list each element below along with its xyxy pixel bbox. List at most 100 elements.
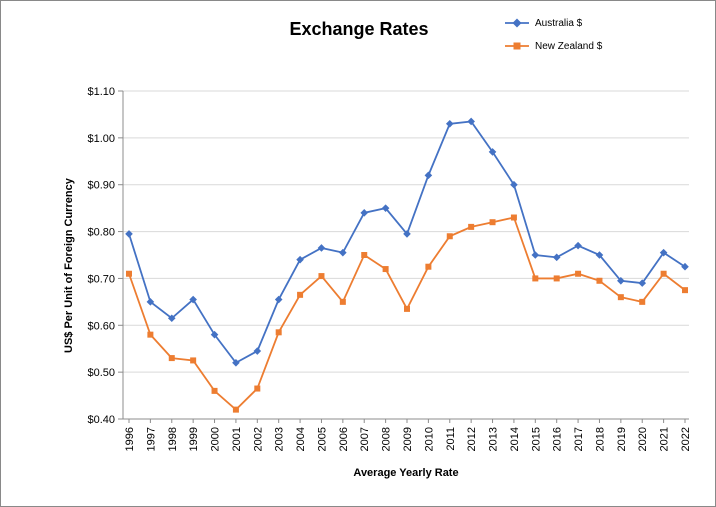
chart-title: Exchange Rates bbox=[289, 19, 429, 39]
data-point-marker bbox=[425, 263, 432, 270]
data-point-marker bbox=[232, 406, 239, 413]
data-point-marker bbox=[382, 266, 389, 273]
y-tick-label: $0.80 bbox=[87, 227, 115, 239]
x-tick-label: 2006 bbox=[338, 427, 350, 451]
data-point-marker bbox=[254, 385, 261, 392]
data-point-marker bbox=[296, 255, 304, 264]
data-point-marker bbox=[424, 171, 433, 180]
data-point-marker bbox=[274, 295, 283, 304]
legend-line-square-icon bbox=[505, 42, 529, 50]
data-point-marker bbox=[488, 148, 497, 156]
y-tick-label: $0.60 bbox=[87, 320, 115, 332]
x-tick-label: 2007 bbox=[359, 427, 371, 451]
x-tick-label: 2001 bbox=[231, 427, 243, 451]
data-point-marker bbox=[660, 270, 667, 277]
x-tick-label: 2010 bbox=[423, 427, 435, 451]
data-point-marker bbox=[126, 270, 132, 277]
x-tick-label: 2018 bbox=[594, 427, 606, 451]
legend-item-new-zealand: New Zealand $ bbox=[504, 36, 602, 56]
data-point-marker bbox=[210, 330, 219, 339]
x-tick-label: 2017 bbox=[573, 427, 585, 451]
data-point-marker bbox=[211, 387, 218, 394]
x-tick-label: 1998 bbox=[167, 427, 179, 451]
data-point-marker bbox=[361, 252, 368, 258]
data-point-marker bbox=[489, 219, 496, 226]
data-point-marker bbox=[381, 204, 390, 212]
y-tick-label: $1.10 bbox=[87, 86, 115, 98]
data-point-marker bbox=[596, 277, 603, 284]
legend-line-diamond-icon bbox=[505, 18, 529, 28]
data-point-marker bbox=[682, 287, 688, 294]
x-tick-label: 2000 bbox=[210, 427, 222, 451]
data-point-marker bbox=[531, 251, 540, 259]
y-tick-label: $0.90 bbox=[87, 180, 115, 192]
data-point-marker bbox=[659, 248, 668, 257]
data-point-marker bbox=[147, 331, 154, 338]
x-tick-label: 2003 bbox=[274, 427, 286, 451]
data-point-marker bbox=[574, 241, 582, 250]
data-point-marker bbox=[190, 357, 197, 364]
data-point-marker bbox=[404, 305, 410, 312]
x-tick-label: 2020 bbox=[637, 427, 649, 451]
x-tick-label: 2022 bbox=[680, 427, 692, 451]
y-tick-label: $0.70 bbox=[87, 273, 115, 285]
x-tick-label: 2011 bbox=[445, 427, 457, 451]
x-tick-label: 2002 bbox=[252, 427, 264, 451]
data-point-marker bbox=[532, 275, 539, 282]
legend-label-australia: Australia $ bbox=[535, 17, 583, 29]
x-tick-label: 2012 bbox=[466, 427, 478, 451]
data-point-marker bbox=[275, 329, 282, 336]
legend-label-new-zealand: New Zealand $ bbox=[535, 40, 603, 52]
data-point-marker bbox=[510, 214, 517, 221]
data-point-marker bbox=[575, 270, 582, 277]
data-point-marker bbox=[639, 298, 646, 305]
data-point-marker bbox=[339, 298, 346, 305]
data-point-marker bbox=[189, 295, 197, 304]
data-point-marker bbox=[318, 273, 325, 280]
data-point-marker bbox=[232, 358, 240, 367]
x-axis-title: Average Yearly Rate bbox=[353, 467, 459, 479]
y-tick-label: $0.50 bbox=[87, 367, 115, 379]
data-point-marker bbox=[552, 253, 561, 262]
y-tick-label: $0.40 bbox=[87, 414, 115, 426]
x-tick-label: 2015 bbox=[530, 427, 542, 451]
data-point-marker bbox=[617, 276, 625, 285]
x-tick-label: 2019 bbox=[616, 427, 628, 451]
x-tick-label: 1997 bbox=[145, 427, 157, 451]
y-tick-label: $1.00 bbox=[87, 133, 115, 145]
legend: Australia $ New Zealand $ bbox=[504, 13, 602, 56]
x-tick-label: 2009 bbox=[402, 427, 414, 451]
x-tick-label: 2008 bbox=[381, 427, 393, 451]
data-point-marker bbox=[595, 251, 604, 259]
data-point-marker bbox=[510, 180, 518, 189]
data-point-marker bbox=[446, 233, 453, 240]
data-point-marker bbox=[638, 279, 647, 287]
data-point-marker bbox=[253, 347, 262, 355]
data-point-marker bbox=[681, 262, 689, 271]
x-tick-label: 1996 bbox=[124, 427, 136, 451]
x-tick-label: 1999 bbox=[188, 427, 200, 451]
y-axis-title: US$ Per Unit of Foreign Currency bbox=[63, 178, 75, 353]
x-tick-label: 2004 bbox=[295, 427, 307, 451]
data-point-marker bbox=[467, 117, 475, 126]
series-line bbox=[128, 120, 686, 364]
x-tick-label: 2013 bbox=[488, 427, 500, 451]
x-tick-label: 2016 bbox=[552, 427, 564, 451]
x-tick-label: 2014 bbox=[509, 427, 521, 451]
legend-item-australia: Australia $ bbox=[504, 13, 602, 33]
data-point-marker bbox=[297, 291, 304, 298]
data-point-marker bbox=[339, 248, 347, 257]
x-tick-label: 2005 bbox=[316, 427, 328, 451]
data-point-marker bbox=[403, 230, 411, 238]
data-point-marker bbox=[167, 314, 176, 323]
series-line bbox=[128, 216, 686, 411]
data-point-marker bbox=[146, 298, 155, 306]
data-point-marker bbox=[617, 294, 624, 301]
data-point-marker bbox=[360, 209, 369, 217]
data-point-marker bbox=[317, 244, 326, 252]
data-point-marker bbox=[125, 230, 133, 238]
x-tick-label: 2021 bbox=[659, 427, 671, 451]
data-point-marker bbox=[445, 120, 454, 128]
